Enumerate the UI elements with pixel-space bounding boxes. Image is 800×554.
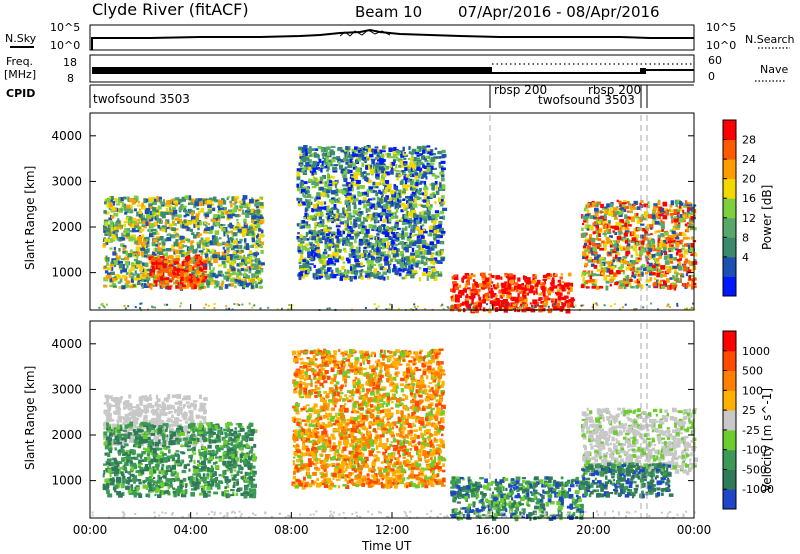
velocity-cbar-frame [722, 330, 737, 510]
power-cbar-swatch [723, 178, 736, 199]
velocity-cbar-tick: 100 [742, 384, 763, 397]
power-ylabel: Slant Range [km] [23, 166, 37, 270]
cpid-panel: CPID twofsound 3503 rbsp 200 twofsound 3… [6, 83, 694, 108]
cpid-program-2: rbsp 200 [494, 83, 547, 97]
power-scatter [98, 145, 698, 314]
nsky-tick-top-left: 10^5 [50, 21, 80, 34]
velocity-cbar-swatch [723, 410, 736, 431]
power-cbar-swatch [723, 276, 736, 297]
power-ytick-label: 1000 [51, 266, 82, 280]
velocity-cbar-swatch [723, 489, 736, 510]
power-cbar-swatch [723, 120, 736, 141]
time-axis-label: Time UT [361, 539, 412, 553]
xtick-label: 04:00 [173, 523, 208, 537]
cpid-program-3: twofsound 3503 [538, 93, 635, 107]
velocity-ytick-label: 3000 [51, 382, 82, 396]
xtick-label: 00:00 [677, 523, 712, 537]
velocity-cbar-tick: -25 [742, 424, 760, 437]
power-cbar-tick: 12 [742, 212, 756, 225]
freq-label-line1: Freq. [6, 55, 33, 68]
power-cbar-tick: 28 [742, 134, 756, 147]
velocity-cbar-swatch [723, 449, 736, 470]
power-ytick-label: 4000 [51, 129, 82, 143]
freq-tick-top-left: 18 [63, 56, 77, 69]
velocity-scatter [91, 348, 698, 522]
freq-label-line2: [MHz] [4, 68, 36, 81]
power-ytick-label: 3000 [51, 174, 82, 188]
velocity-cbar-swatch [723, 370, 736, 391]
site-title: Clyde River (fitACF) [92, 0, 249, 19]
velocity-cbar-tick: -100 [742, 444, 767, 457]
power-cbar-swatch [723, 198, 736, 219]
date-range: 07/Apr/2016 - 08/Apr/2016 [458, 3, 660, 21]
xtick-label: 00:00 [73, 523, 108, 537]
velocity-colorbar: 1000 500 100 25 -25 -100 -500 -1000 [722, 330, 774, 510]
velocity-cbar-swatch [723, 350, 736, 372]
beam-label: Beam 10 [355, 3, 422, 21]
power-cbar-tick: 8 [742, 231, 749, 244]
velocity-ytick-label: 4000 [51, 337, 82, 351]
xtick-label: 16:00 [475, 523, 510, 537]
power-panel: 4000 3000 2000 1000 Slant Range [km] 28 24 20… [23, 112, 774, 314]
power-cbar-tick: 20 [742, 173, 756, 186]
power-cbar-swatch [723, 159, 736, 180]
power-cbar-frame [722, 119, 737, 297]
power-cbar-tick: 4 [742, 251, 749, 264]
power-ytick-label: 2000 [51, 220, 82, 234]
power-cbar-swatch [723, 256, 736, 277]
velocity-cbar-swatch [723, 331, 736, 352]
xtick-label: 20:00 [576, 523, 611, 537]
xtick-label: 12:00 [375, 523, 410, 537]
velocity-panel: 4000 3000 2000 1000 00:00 04:00 08:00 12:00 16:… [23, 320, 774, 553]
velocity-cbar-tick: 500 [742, 365, 763, 378]
power-cbar-swatch [723, 139, 736, 160]
power-colorbar: 28 24 20 16 12 8 4 [722, 119, 756, 297]
velocity-cbar-tick: 1000 [742, 345, 770, 358]
nave-label: Nave [760, 63, 788, 76]
cpid-label: CPID [6, 87, 35, 100]
nsky-trace [91, 28, 694, 50]
velocity-cbar-tick: 25 [742, 404, 756, 417]
freq-tick-top-right: 60 [708, 54, 722, 67]
velocity-cbar-swatch [723, 469, 736, 490]
nsearch-label: N.Search [745, 33, 795, 46]
nsky-tick-bottom-right: 10^0 [706, 39, 736, 52]
power-cbar-tick: 16 [742, 192, 756, 205]
cpid-program-4: rbsp 200 [588, 83, 641, 97]
power-cbar-swatch [723, 217, 736, 238]
velocity-ytick-label: 2000 [51, 428, 82, 442]
nsky-label: N.Sky [5, 32, 37, 45]
velocity-ytick-label: 1000 [51, 474, 82, 488]
freq-tick-bottom-left: 8 [67, 72, 74, 85]
nsky-tick-top-right: 10^5 [706, 21, 736, 34]
velocity-cbar-tick: -500 [742, 463, 767, 476]
velocity-ylabel: Slant Range [km] [23, 366, 37, 470]
freq-panel: Freq. [MHz] 18 8 60 0 Nave [4, 54, 788, 85]
power-cbar-label: Power [dB] [760, 185, 774, 250]
nsky-tick-bottom-left: 10^0 [50, 39, 80, 52]
power-cbar-swatch [723, 237, 736, 258]
velocity-cbar-swatch [723, 390, 736, 411]
power-cbar-tick: 24 [742, 153, 756, 166]
freq-tick-bottom-right: 0 [708, 70, 715, 83]
cpid-program-1: twofsound 3503 [93, 92, 190, 106]
velocity-cbar-label: Velocity [m s^-1] [760, 388, 774, 492]
xtick-label: 08:00 [274, 523, 309, 537]
velocity-cbar-swatch [723, 429, 736, 451]
velocity-cbar-tick: -1000 [742, 483, 774, 496]
nsky-panel: N.Sky 10^5 10^0 10^5 10^0 N.Search [5, 21, 795, 52]
